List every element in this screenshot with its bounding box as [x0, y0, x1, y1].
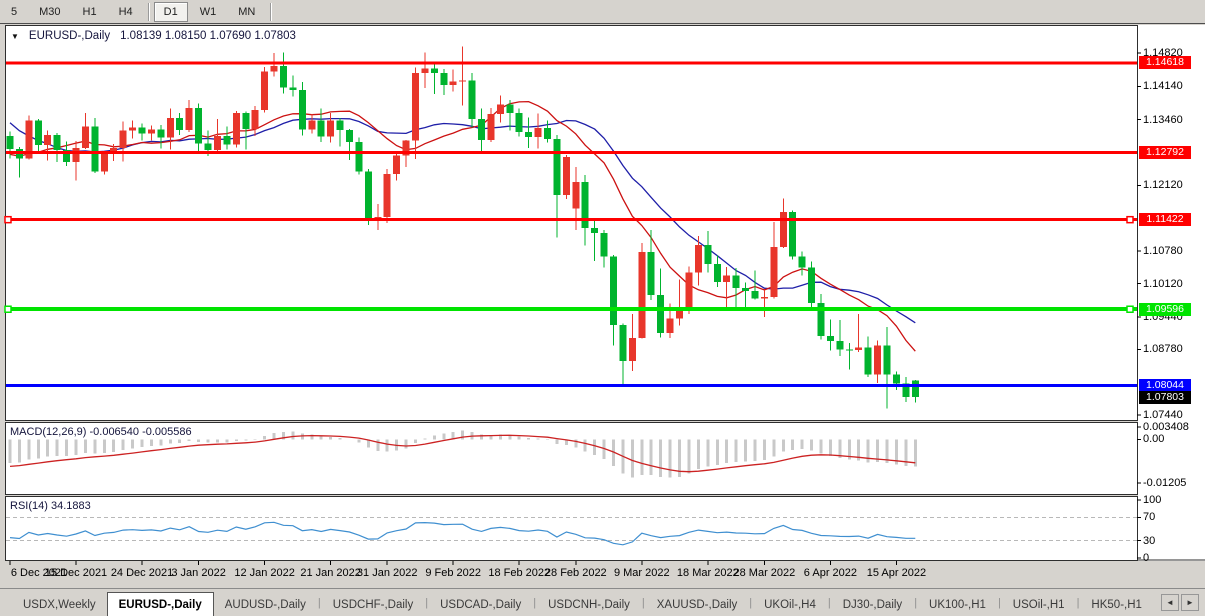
date-tick-label: 12 Jan 2022: [234, 567, 295, 579]
date-tick-label: 15 Apr 2022: [866, 567, 927, 579]
chart-tab-usdx-weekly[interactable]: USDX,Weekly: [23, 599, 96, 611]
chart-tab-eurusd-daily[interactable]: EURUSD-,Daily: [106, 592, 214, 616]
tab-scroll-left-button[interactable]: ◄: [1161, 594, 1179, 611]
chart-ohlc-values: 1.08139 1.08150 1.07690 1.07803: [120, 30, 296, 42]
timeframe-button-h1[interactable]: H1: [82, 5, 97, 18]
macd-name: MACD(12,26,9): [10, 426, 87, 438]
chart-tab-usdcad-daily[interactable]: USDCAD-,Daily: [440, 599, 522, 611]
rsi-panel[interactable]: [5, 496, 1138, 561]
timeframe-button-mn[interactable]: MN: [238, 5, 256, 18]
timeframe-button-d1[interactable]: D1: [153, 1, 188, 22]
chart-tab-audusd-daily[interactable]: AUDUSD-,Daily: [224, 599, 306, 611]
chart-tab-usdchf-daily[interactable]: USDCHF-,Daily: [332, 599, 414, 611]
tab-separator: |: [827, 596, 831, 609]
date-tick-label: 9 Feb 2022: [425, 567, 482, 579]
tab-separator: |: [914, 596, 918, 609]
date-tick-label: 18 Mar 2022: [676, 567, 739, 579]
price-axis[interactable]: [1138, 25, 1205, 561]
chart-symbol-label: EURUSD-,Daily: [28, 30, 111, 42]
tab-separator: |: [749, 596, 753, 609]
tab-separator: |: [1076, 596, 1080, 609]
date-tick-label: 9 Mar 2022: [613, 567, 670, 579]
date-tick-label: 6 Dec 2021: [10, 567, 68, 579]
chart-tab-ukoil-h4[interactable]: UKOil-,H4: [764, 599, 816, 611]
timeframe-button-5[interactable]: 5: [11, 5, 18, 18]
toolbar-separator: [147, 2, 149, 21]
rsi-value: 34.1883: [50, 500, 91, 512]
chart-tab-bar: USDX,Weekly EURUSD-,Daily AUDUSD-,Daily | US…: [0, 588, 1205, 616]
rsi-indicator-label: RSI(14) 34.1883: [10, 500, 91, 512]
timeframe-button-w1[interactable]: W1: [199, 5, 217, 18]
date-tick-label: 18 Feb 2022: [488, 567, 551, 579]
macd-values: -0.006540 -0.005586: [89, 426, 192, 438]
date-tick-label: 15 Dec 2021: [44, 567, 108, 579]
timeframe-toolbar: 5 M30 H1 H4 D1 W1 MN: [0, 0, 1205, 24]
tab-separator: |: [641, 596, 645, 609]
chart-tab-hk50-h1[interactable]: HK50-,H1: [1091, 599, 1142, 611]
macd-indicator-label: MACD(12,26,9) -0.006540 -0.005586: [10, 426, 192, 438]
chart-tab-usoil-h1[interactable]: USOil-,H1: [1012, 599, 1065, 611]
date-tick-label: 24 Dec 2021: [110, 567, 174, 579]
chart-tab-uk100-h1[interactable]: UK100-,H1: [929, 599, 986, 611]
tab-separator: |: [533, 596, 537, 609]
date-tick-label: 21 Jan 2022: [300, 567, 361, 579]
chart-tab-dj30-daily[interactable]: DJ30-,Daily: [842, 599, 903, 611]
chart-tab-xauusd-daily[interactable]: XAUUSD-,Daily: [656, 599, 738, 611]
toolbar-separator: [270, 2, 272, 21]
tab-separator: |: [997, 596, 1001, 609]
date-tick-label: 28 Mar 2022: [733, 567, 796, 579]
price-chart-panel[interactable]: [5, 25, 1138, 421]
timeframe-button-m30[interactable]: M30: [39, 5, 61, 18]
date-tick-label: 28 Feb 2022: [544, 567, 607, 579]
rsi-name: RSI(14): [10, 500, 48, 512]
date-tick-label: 3 Jan 2022: [171, 567, 226, 579]
tab-scroll-right-button[interactable]: ►: [1181, 594, 1199, 611]
chart-tab-usdcnh-daily[interactable]: USDCNH-,Daily: [548, 599, 630, 611]
date-tick-label: 6 Apr 2022: [803, 567, 858, 579]
tab-separator: |: [317, 596, 321, 609]
timeframe-button-h4[interactable]: H4: [118, 5, 133, 18]
collapse-triangle-icon[interactable]: ▼: [11, 31, 19, 41]
date-tick-label: 31 Jan 2022: [356, 567, 418, 579]
chart-title: ▼ EURUSD-,Daily 1.08139 1.08150 1.07690 …: [11, 30, 296, 42]
tab-separator: |: [425, 596, 429, 609]
